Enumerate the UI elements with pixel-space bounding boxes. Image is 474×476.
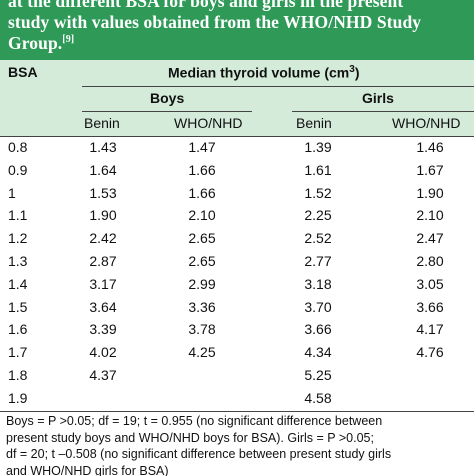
footnote-line: Boys = P >0.05; df = 19; t = 0.955 (no s… bbox=[6, 414, 383, 428]
value-cell: 3.18 bbox=[304, 275, 332, 292]
value-cell: 3.78 bbox=[188, 321, 216, 338]
title-text: Group. bbox=[8, 33, 63, 53]
value-cell: 1.61 bbox=[304, 161, 332, 178]
value-cell: 1.67 bbox=[416, 161, 444, 178]
sub-header: WHO/NHD bbox=[392, 115, 461, 131]
value-cell: 4.37 bbox=[89, 367, 117, 383]
title-band bbox=[0, 0, 474, 60]
value-cell: 3.66 bbox=[416, 298, 444, 315]
value-cell: 1.47 bbox=[188, 139, 216, 155]
rule bbox=[82, 86, 474, 87]
value-cell: 1.53 bbox=[89, 184, 117, 201]
reference: [9] bbox=[62, 34, 75, 46]
value-cell: 2.10 bbox=[188, 207, 216, 224]
bsa-cell: 1.8 bbox=[8, 367, 28, 383]
value-cell: 2.65 bbox=[188, 253, 216, 269]
title-line: Group.[9] bbox=[8, 33, 74, 54]
value-cell: 2.65 bbox=[188, 230, 216, 247]
bsa-cell: 1.9 bbox=[8, 389, 28, 406]
value-cell: 4.76 bbox=[416, 344, 444, 361]
bsa-cell: 1.1 bbox=[8, 207, 28, 224]
sub-header: Benin bbox=[296, 115, 332, 131]
value-cell: 1.90 bbox=[89, 207, 117, 224]
value-cell: 3.17 bbox=[89, 275, 117, 292]
column-header: BSA bbox=[8, 64, 38, 80]
value-cell: 4.25 bbox=[188, 344, 216, 361]
value-cell: 4.02 bbox=[89, 344, 117, 361]
value-cell: 2.80 bbox=[416, 253, 444, 269]
footnote-line: and WHO/NHD girls for BSA) bbox=[6, 463, 169, 476]
rule bbox=[0, 136, 474, 137]
sub-header: Benin bbox=[84, 115, 120, 131]
unit-exponent: 3 bbox=[349, 64, 355, 75]
value-cell: 1.43 bbox=[89, 139, 117, 155]
value-cell: 4.34 bbox=[304, 344, 332, 361]
value-cell: 3.70 bbox=[304, 298, 332, 315]
title-line: at the different BSA for boys and girls … bbox=[8, 0, 404, 11]
bsa-cell: 0.8 bbox=[8, 139, 28, 155]
value-cell: 1.90 bbox=[416, 184, 444, 201]
value-cell: 2.99 bbox=[188, 275, 216, 292]
sub-header: WHO/NHD bbox=[174, 115, 243, 131]
bsa-cell: 1 bbox=[8, 184, 16, 201]
value-cell: 3.36 bbox=[188, 298, 216, 315]
footnote-line: present study boys and WHO/NHD boys for … bbox=[6, 430, 374, 445]
bsa-cell: 1.7 bbox=[8, 344, 28, 361]
group-header: Boys bbox=[150, 90, 185, 106]
bsa-cell: 1.5 bbox=[8, 298, 28, 315]
bsa-cell: 1.4 bbox=[8, 275, 28, 292]
value-cell: 3.05 bbox=[416, 275, 444, 292]
value-cell: 1.52 bbox=[304, 184, 332, 201]
group-header: Girls bbox=[362, 90, 394, 106]
value-cell: 5.25 bbox=[304, 367, 332, 383]
value-cell: 1.66 bbox=[188, 184, 216, 201]
value-cell: 2.52 bbox=[304, 230, 332, 247]
title-line: study with values obtained from the WHO/… bbox=[8, 12, 422, 32]
header-text: ) bbox=[354, 64, 360, 81]
value-cell: 1.39 bbox=[304, 139, 332, 155]
header-text: Median thyroid volume (cm bbox=[168, 64, 350, 81]
value-cell: 2.87 bbox=[89, 253, 117, 269]
column-header: Median thyroid volume (cm3) bbox=[168, 64, 359, 81]
value-cell: 2.77 bbox=[304, 253, 332, 269]
value-cell: 2.47 bbox=[416, 230, 444, 247]
bsa-cell: 1.6 bbox=[8, 321, 28, 338]
value-cell: 3.66 bbox=[304, 321, 332, 338]
rule bbox=[82, 111, 252, 112]
rule bbox=[0, 411, 474, 412]
value-cell: 4.17 bbox=[416, 321, 444, 338]
value-cell: 1.64 bbox=[89, 161, 117, 178]
value-cell: 3.39 bbox=[89, 321, 117, 338]
value-cell: 4.58 bbox=[304, 389, 332, 406]
bsa-cell: 1.3 bbox=[8, 253, 28, 269]
rule bbox=[292, 111, 474, 112]
value-cell: 1.46 bbox=[416, 139, 444, 155]
value-cell: 2.42 bbox=[89, 230, 117, 247]
value-cell: 2.25 bbox=[304, 207, 332, 224]
bsa-cell: 0.9 bbox=[8, 161, 28, 178]
footnote-line: df = 20; t –0.508 (no significant differ… bbox=[6, 447, 392, 461]
value-cell: 3.64 bbox=[89, 298, 117, 315]
header-band bbox=[0, 60, 474, 136]
bsa-cell: 1.2 bbox=[8, 230, 28, 247]
value-cell: 1.66 bbox=[188, 161, 216, 178]
value-cell: 2.10 bbox=[416, 207, 444, 224]
